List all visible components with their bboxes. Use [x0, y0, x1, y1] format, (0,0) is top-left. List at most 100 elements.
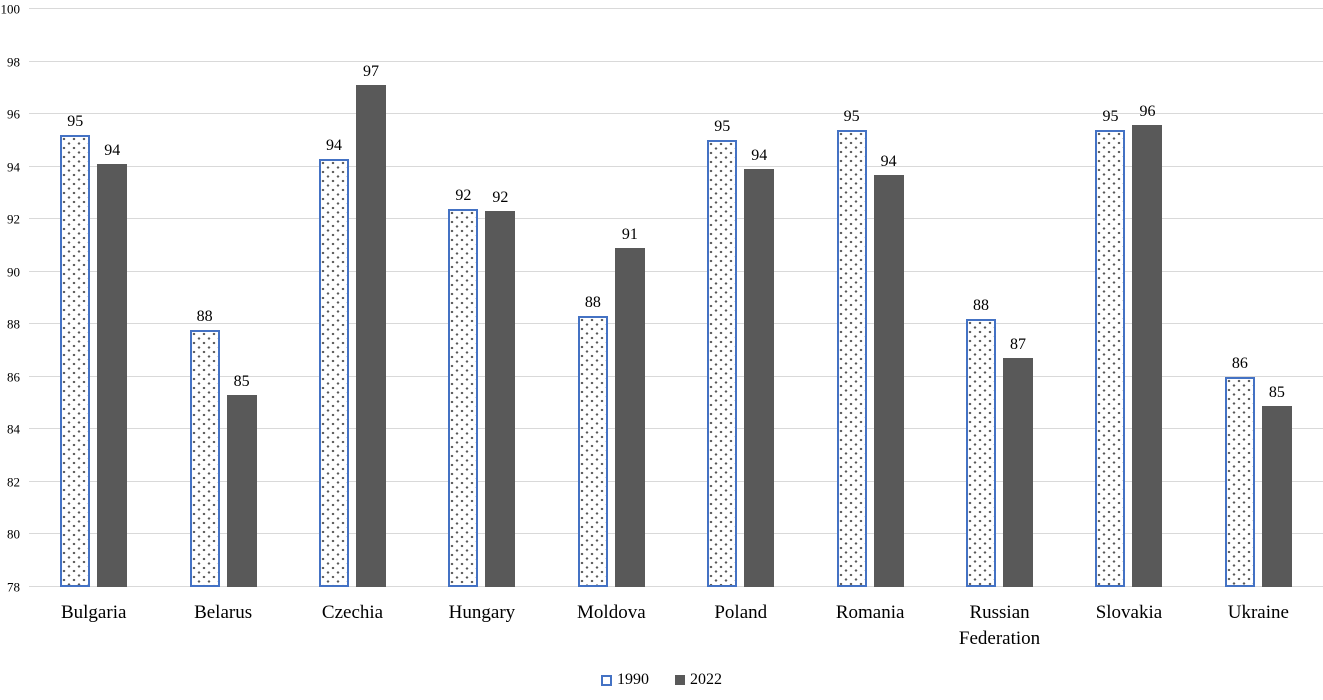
y-axis-tick-label: 94: [7, 159, 20, 175]
bar-group: 92 92: [417, 9, 546, 587]
data-label: 97: [363, 63, 380, 81]
bar-2022-russian-federation: [1003, 358, 1034, 587]
bar-1990-bulgaria: [60, 135, 91, 587]
data-label: 88: [584, 294, 601, 312]
data-label: 87: [1010, 336, 1027, 354]
bar-1990-romania: [836, 129, 867, 587]
data-label: 95: [67, 113, 84, 131]
data-label: 85: [233, 373, 250, 391]
bar-2022-hungary: [485, 211, 516, 587]
legend-item-1990: 1990: [601, 671, 649, 689]
x-axis-category-label: Bulgaria: [60, 602, 127, 623]
bar-group: 95 96: [1064, 9, 1193, 587]
bar-slot: 88: [966, 9, 997, 587]
bar-1990-czechia: [319, 158, 350, 587]
bar-groups: 95 94 88 85 94 97 92 92 88 91 95 94 95 94 88 87 95 96 86 85: [29, 9, 1323, 587]
bar-2022-bulgaria: [97, 164, 128, 587]
gridline: [29, 60, 1323, 62]
y-axis-tick-label: 98: [7, 54, 20, 70]
bar-group: 95 94: [805, 9, 934, 587]
bar-slot: 85: [1261, 9, 1292, 587]
bar-slot: 94: [319, 9, 350, 587]
y-axis-tick-label: 92: [7, 211, 20, 227]
legend: 1990 2022: [0, 671, 1323, 689]
legend-marker-1990-icon: [601, 674, 612, 686]
bar-2022-slovakia: [1132, 124, 1163, 587]
y-axis-tick-label: 78: [7, 579, 20, 595]
bar-slot: 97: [356, 9, 387, 587]
gridline: [29, 218, 1323, 220]
bar-1990-hungary: [448, 208, 479, 587]
x-axis: Bulgaria Belarus Czechia Hungary Moldova Pola…: [29, 600, 1323, 651]
bar-slot: 88: [577, 9, 608, 587]
bar-slot: 92: [448, 9, 479, 587]
gridline: [29, 323, 1323, 325]
x-axis-category-label: Ukraine: [1227, 602, 1289, 623]
data-label: 95: [1102, 107, 1119, 125]
bar-2022-moldova: [614, 248, 645, 587]
gridline: [29, 586, 1323, 587]
bar-slot: 95: [707, 9, 738, 587]
bar-slot: 94: [97, 9, 128, 587]
bar-1990-ukraine: [1224, 376, 1255, 587]
bar-1990-moldova: [577, 316, 608, 587]
bar-group: 94 97: [288, 9, 417, 587]
y-axis-tick-label: 80: [7, 526, 20, 542]
y-axis-tick-label: 96: [7, 106, 20, 122]
x-axis-category-label: Belarus: [194, 602, 253, 623]
data-label: 94: [326, 136, 343, 154]
gridline: [29, 533, 1323, 535]
bar-slot: 88: [189, 9, 220, 587]
data-label: 94: [880, 152, 897, 170]
data-label: 94: [104, 142, 121, 160]
x-axis-category-label: Slovakia: [1095, 602, 1163, 623]
y-axis-tick-label: 88: [7, 316, 20, 332]
gridline: [29, 165, 1323, 167]
bar-slot: 85: [226, 9, 257, 587]
data-label: 88: [973, 297, 990, 315]
data-label: 88: [196, 307, 213, 325]
bar-slot: 95: [836, 9, 867, 587]
y-axis: 78 80 82 84 86 88 90 92 94 96 98 100: [0, 3, 22, 594]
gridline: [29, 375, 1323, 377]
bar-slot: 95: [1095, 9, 1126, 587]
data-label: 91: [621, 226, 638, 244]
bar-1990-belarus: [189, 329, 220, 587]
y-axis-tick-label: 86: [7, 369, 20, 385]
gridline: [29, 428, 1323, 430]
bar-2022-poland: [744, 169, 775, 587]
x-axis-category-label: Russian Federation: [958, 602, 1041, 649]
bar-1990-slovakia: [1095, 129, 1126, 587]
legend-item-2022: 2022: [675, 671, 722, 689]
bar-group: 88 85: [158, 9, 287, 587]
legend-label-1990: 1990: [617, 671, 649, 688]
bar-2022-romania: [873, 174, 904, 587]
y-axis-tick-label: 90: [7, 264, 20, 280]
bar-slot: 94: [744, 9, 775, 587]
y-axis-tick-label: 100: [0, 1, 21, 17]
bar-2022-belarus: [226, 395, 257, 587]
data-label: 96: [1139, 102, 1156, 120]
y-axis-tick-label: 82: [7, 474, 20, 490]
bar-slot: 96: [1132, 9, 1163, 587]
bar-slot: 92: [485, 9, 516, 587]
bar-slot: 94: [873, 9, 904, 587]
x-axis-category-label: Hungary: [448, 602, 516, 623]
legend-label-2022: 2022: [690, 671, 722, 688]
gridline: [29, 113, 1323, 115]
bar-slot: 91: [614, 9, 645, 587]
x-axis-category-label: Romania: [835, 602, 905, 623]
bar-slot: 95: [60, 9, 91, 587]
bar-slot: 86: [1224, 9, 1255, 587]
bar-slot: 87: [1003, 9, 1034, 587]
gridline: [29, 270, 1323, 272]
data-label: 92: [492, 189, 509, 207]
data-label: 86: [1231, 354, 1248, 372]
x-axis-category-label: Moldova: [577, 602, 646, 623]
bar-1990-poland: [707, 140, 738, 587]
gridline: [29, 480, 1323, 482]
bar-group: 88 91: [547, 9, 676, 587]
plot-area: 95 94 88 85 94 97 92 92 88 91 95 94 95 94 88 87 95 96 86 85: [29, 8, 1323, 587]
data-label: 95: [714, 118, 731, 136]
